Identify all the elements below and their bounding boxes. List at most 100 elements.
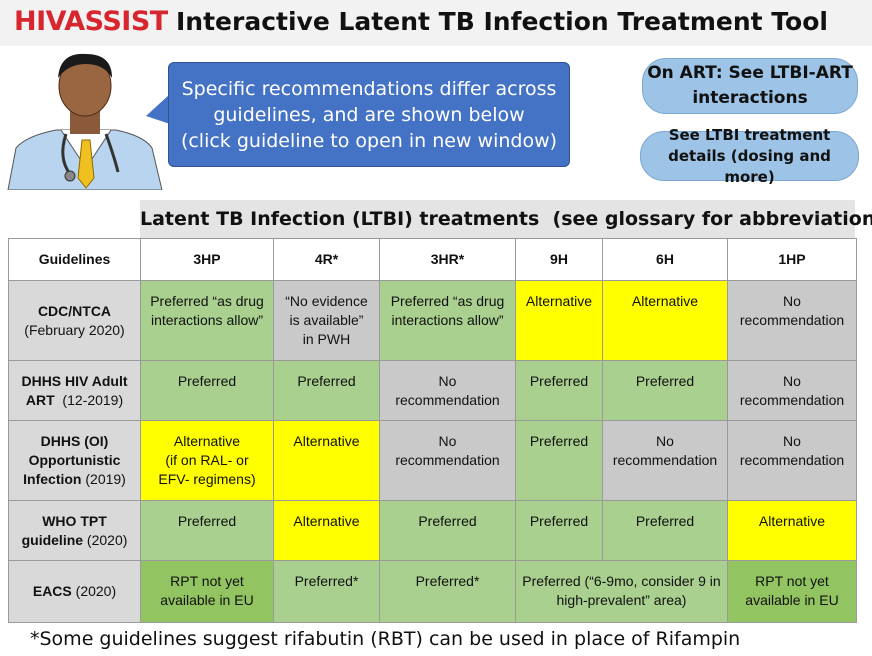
- treatment-cell: No recommendation: [379, 420, 516, 501]
- header-bar: [0, 0, 872, 46]
- guideline-cell[interactable]: EACS (2020): [8, 560, 141, 623]
- cell-line: recommendation: [739, 392, 845, 408]
- treatment-cell: Alternative: [273, 500, 380, 561]
- guideline-text: (2020): [83, 531, 128, 548]
- guideline-text: Opportunistic: [28, 452, 121, 468]
- cell-line: No: [783, 293, 801, 309]
- treatment-cell: Alternative: [602, 280, 728, 361]
- cell-content: Preferred “as drug interactions allow”: [380, 281, 515, 330]
- bubble-line: Specific recommendations differ across: [181, 77, 557, 100]
- cell-line: Preferred: [418, 513, 477, 529]
- cell-content: No recommendation: [380, 421, 515, 470]
- guideline-line: DHHS (OI): [9, 432, 140, 451]
- cell-line: Alternative: [173, 433, 241, 449]
- cell-line: Preferred: [529, 433, 589, 449]
- guideline-line: Infection (2019): [9, 470, 140, 489]
- treatment-cell: RPT not yet available in EU: [727, 560, 857, 623]
- treatment-cell: Preferred: [273, 360, 380, 421]
- cell-line: recommendation: [395, 452, 500, 468]
- table-row: EACS (2020) RPT not yet available in EU Pre…: [8, 560, 857, 623]
- treatment-cell: No recommendation: [727, 280, 857, 361]
- guideline-line: WHO TPT: [9, 512, 140, 531]
- page-title: Interactive Latent TB Infection Treatmen…: [176, 7, 828, 36]
- button-line: See LTBI treatment: [668, 125, 831, 144]
- cell-content: Alternative: [728, 501, 856, 531]
- cell-line: Alternative: [525, 293, 593, 309]
- cell-line: EFV- regimens): [158, 471, 256, 487]
- cell-line: interactions allow”: [150, 312, 264, 328]
- details-button[interactable]: See LTBI treatment details (dosing and mo…: [640, 126, 859, 186]
- doctor-illustration: [7, 53, 163, 190]
- cell-content: Alternative: [274, 501, 379, 531]
- cell-line: “No evidence: [285, 293, 368, 309]
- cell-line: Alternative: [293, 513, 360, 529]
- treatment-cell: Alternative: [727, 500, 857, 561]
- table-row: WHO TPT guideline (2020) Preferred Alternat…: [8, 500, 857, 561]
- cell-content: No recommendation: [728, 281, 856, 330]
- table-row: DHHS (OI) Opportunistic Infection (2019) Al…: [8, 420, 857, 501]
- treatment-cell: No recommendation: [727, 420, 857, 501]
- cell-line: available in EU: [160, 592, 254, 608]
- cell-line: Preferred: [635, 373, 695, 389]
- cell-content: Preferred: [516, 361, 602, 391]
- cell-content: Preferred: [516, 501, 602, 531]
- treatment-cell: Preferred: [140, 500, 274, 561]
- column-header: Guidelines: [8, 238, 141, 281]
- cell-content: RPT not yet available in EU: [141, 561, 273, 610]
- speech-bubble: Specific recommendations differ across gu…: [168, 62, 570, 167]
- cell-line: RPT not yet: [755, 573, 829, 589]
- column-header: 9H: [515, 238, 603, 281]
- cell-content: No recommendation: [380, 361, 515, 410]
- cell-content: RPT not yet available in EU: [728, 561, 856, 610]
- cell-content: Preferred: [380, 501, 515, 531]
- treatment-cell: Preferred: [515, 420, 603, 501]
- guideline-cell[interactable]: DHHS (OI) Opportunistic Infection (2019): [8, 420, 141, 501]
- treatment-cell: RPT not yet available in EU: [140, 560, 274, 623]
- treatment-cell: No recommendation: [727, 360, 857, 421]
- guideline-text: DHHS HIV Adult: [21, 372, 128, 389]
- cell-line: No: [783, 373, 801, 389]
- cell-line: is available”: [289, 312, 364, 328]
- guideline-text: WHO TPT: [42, 512, 107, 529]
- cell-line: available in EU: [745, 592, 839, 608]
- treatment-cell: Preferred: [515, 360, 603, 421]
- cell-line: interactions allow”: [391, 312, 504, 328]
- cell-line: Preferred: [177, 513, 237, 529]
- guideline-cell[interactable]: CDC/NTCA (February 2020): [8, 280, 141, 361]
- cell-line: recommendation: [739, 452, 845, 468]
- cell-line: No: [656, 433, 674, 449]
- button-line: On ART: See LTBI-ART: [647, 63, 853, 83]
- guideline-line: Opportunistic: [9, 451, 140, 470]
- guideline-text: guideline: [21, 531, 84, 548]
- guideline-line: EACS (2020): [9, 582, 140, 601]
- cell-line: No: [438, 373, 457, 389]
- treatment-cell: Preferred: [602, 360, 728, 421]
- cell-content: Preferred (“6-9mo, consider 9 in high-pre…: [516, 561, 727, 610]
- table-row: CDC/NTCA (February 2020) Preferred “as dru…: [8, 280, 857, 361]
- guideline-cell[interactable]: WHO TPT guideline (2020): [8, 500, 141, 561]
- cell-line: Preferred*: [415, 573, 480, 589]
- cell-content: No recommendation: [728, 361, 856, 410]
- cell-line: Preferred: [529, 373, 589, 389]
- guideline-text: ART: [25, 391, 55, 408]
- cell-line: Preferred: [529, 513, 589, 529]
- interactions-button[interactable]: On ART: See LTBI-ART interactions: [642, 58, 858, 114]
- bubble-line: guidelines, and are shown below: [213, 103, 525, 126]
- bubble-line: (click guideline to open in new window): [180, 129, 558, 152]
- treatment-cell: Alternative: [273, 420, 380, 501]
- treatment-table: Guidelines 3HP 4R* 3HR* 9H 6H 1HP CDC/NTCA (Febr…: [8, 238, 857, 623]
- treatment-cell: Preferred “as drug interactions allow”: [379, 280, 516, 361]
- cell-content: “No evidence is available” in PWH: [274, 281, 379, 349]
- cell-line: (if on RAL- or: [165, 452, 249, 468]
- cell-line: recommendation: [612, 452, 718, 468]
- treatment-cell: Preferred (“6-9mo, consider 9 in high-pre…: [515, 560, 728, 623]
- cell-line: No: [783, 433, 801, 449]
- bubble-tail: [146, 94, 170, 124]
- button-line: interactions: [692, 88, 808, 108]
- guideline-line: CDC/NTCA: [9, 302, 140, 321]
- guideline-cell[interactable]: DHHS HIV Adult ART (12-2019): [8, 360, 141, 421]
- treatment-cell: Alternative (if on RAL- or EFV- regimens): [140, 420, 274, 501]
- cell-line: Preferred “as drug: [150, 293, 264, 309]
- cell-line: Preferred: [635, 513, 695, 529]
- cell-line: recommendation: [395, 392, 500, 408]
